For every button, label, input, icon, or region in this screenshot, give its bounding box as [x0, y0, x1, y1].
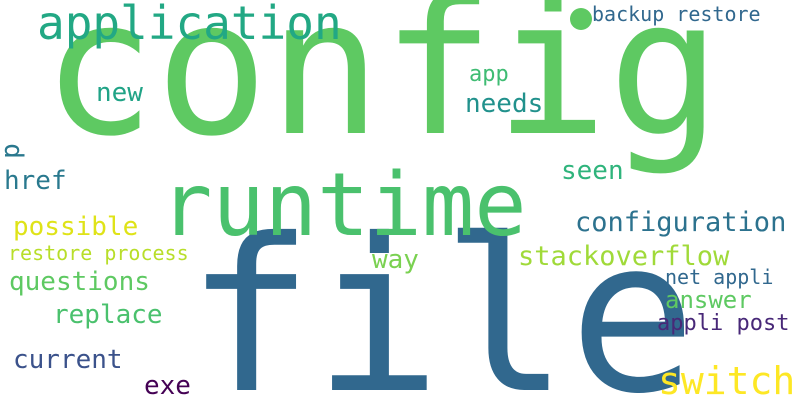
word-runtime: runtime [160, 154, 527, 256]
word-net-appli: net appli [665, 265, 774, 289]
word-config: config [42, 0, 722, 178]
word-backup-restore: backup restore [592, 2, 761, 26]
word-file: file [186, 193, 697, 400]
word-href: href [4, 166, 67, 196]
word-p: p [0, 143, 26, 159]
word-restore-process: restore process [8, 241, 189, 265]
word-appli-post: appli post [657, 311, 790, 336]
word-new: new [96, 78, 143, 108]
word-way: way [372, 245, 419, 275]
word-configuration: configuration [575, 207, 787, 238]
word-app: app [469, 62, 509, 87]
word-questions: questions [9, 267, 150, 297]
word-needs: needs [465, 89, 544, 119]
decorative-dot [570, 8, 592, 30]
word-stackoverflow: stackoverflow [518, 241, 730, 272]
word-answer: answer [665, 286, 752, 314]
word-seen: seen [561, 156, 624, 186]
word-possible: possible [13, 212, 139, 242]
word-current: current [13, 345, 123, 375]
word-exe: exe [144, 371, 191, 400]
word-application: application [37, 0, 342, 50]
word-switch: switch [658, 359, 796, 400]
word-replace: replace [53, 300, 163, 330]
